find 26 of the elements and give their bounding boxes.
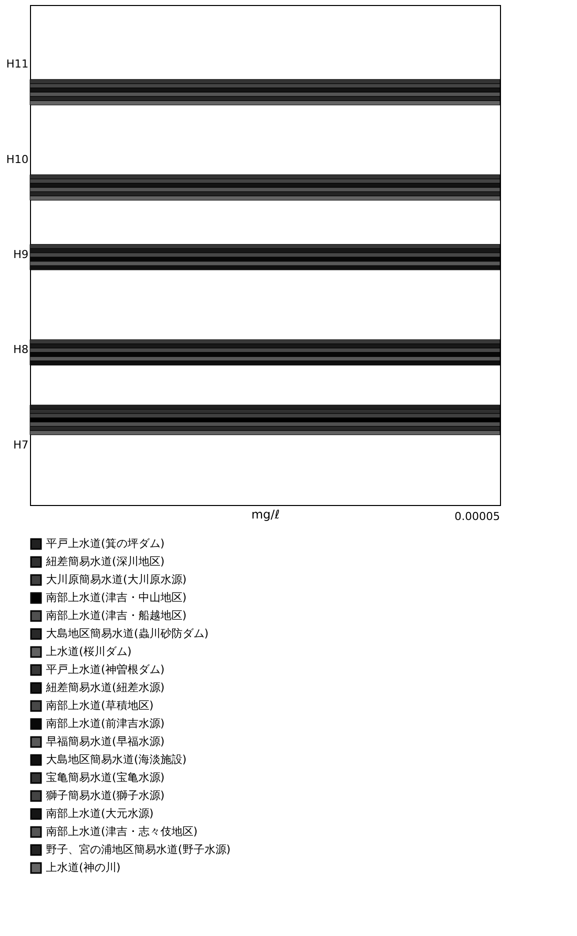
legend-label: 紐差簡易水道(紐差水源) bbox=[45, 681, 165, 694]
legend-label: 南部上水道(津吉・船越地区) bbox=[46, 609, 187, 622]
legend-label: 大川原簡易水道(大川原水源) bbox=[46, 573, 187, 586]
legend-label: 南部上水道(草積地区) bbox=[46, 699, 154, 712]
x-axis-title: mg/ℓ bbox=[251, 508, 280, 522]
legend-label: 宝亀簡易水道(宝亀水源) bbox=[46, 771, 165, 784]
legend-label: 上水道(神の川) bbox=[46, 861, 121, 874]
text: 0.00005 bbox=[454, 510, 500, 523]
legend-label: 獅子簡易水道(獅子水源) bbox=[46, 789, 165, 802]
legend-label: 上水道(桜川ダム) bbox=[46, 645, 132, 658]
legend-label: 野子、宮の浦地区簡易水道(野子水源) bbox=[46, 843, 231, 856]
legend-label: 早福簡易水道(早福水源) bbox=[46, 735, 165, 748]
y-tick-label: H8 bbox=[13, 343, 28, 356]
y-tick-label: H7 bbox=[13, 438, 28, 452]
y-tick-label: H10 bbox=[6, 152, 28, 166]
legend-label: 平戸上水道(箕の坪ダム) bbox=[46, 537, 165, 550]
legend-label: 大島地区簡易水道(海淡施設) bbox=[46, 753, 187, 766]
legend-label: 大島地区簡易水道(蟲川砂防ダム) bbox=[46, 627, 209, 640]
legend-label: 紐差簡易水道(深川地区) bbox=[45, 555, 165, 568]
y-tick-label: H9 bbox=[13, 248, 28, 261]
legend-label: 南部上水道(津吉・中山地区) bbox=[46, 591, 187, 604]
y-tick-label: H11 bbox=[6, 58, 28, 71]
legend-label: 平戸上水道(神曽根ダム) bbox=[46, 663, 165, 676]
legend-label: 南部上水道(津吉・志々伎地区) bbox=[46, 825, 198, 838]
legend-label: 南部上水道(前津吉水源) bbox=[46, 717, 165, 730]
legend-label: 南部上水道(大元水源) bbox=[46, 807, 154, 820]
